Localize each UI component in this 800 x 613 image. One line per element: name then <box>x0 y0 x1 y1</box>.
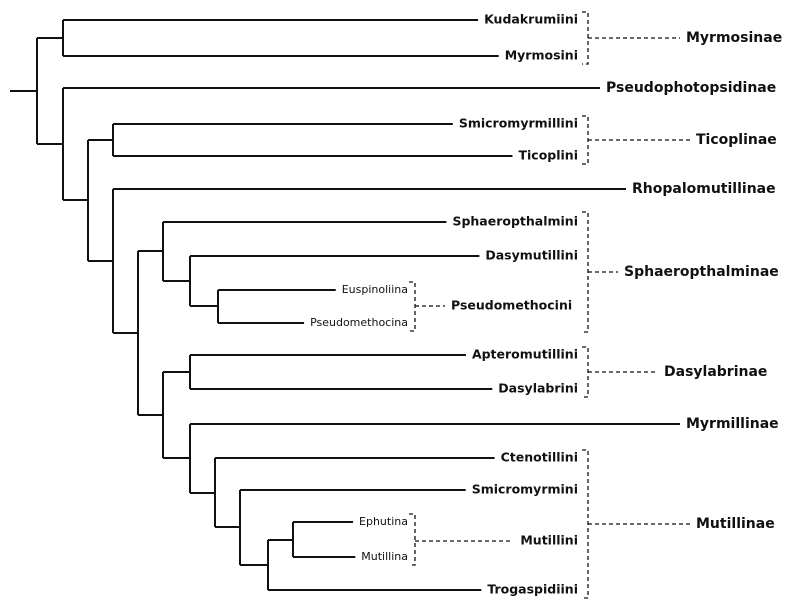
tribe-label: Myrmosini <box>505 48 578 63</box>
tribe-label: Ctenotillini <box>501 450 578 465</box>
sub-label: Pseudophotopsidinae <box>606 80 776 96</box>
tribe-label: Sphaeropthalmini <box>452 214 578 229</box>
tribe-label: Trogaspidiini <box>487 582 578 597</box>
subtribe-label: Pseudomethocina <box>310 316 408 329</box>
sub-label: Myrmillinae <box>686 416 779 432</box>
tribe-label: Dasylabrini <box>498 381 578 396</box>
subfamily-label: Dasylabrinae <box>664 364 767 380</box>
tribe-label: Smicromyrmillini <box>459 116 578 131</box>
tree-branches <box>10 20 294 590</box>
subtribe-label: Mutillina <box>361 550 408 563</box>
subtribe-label: Ephutina <box>359 515 408 528</box>
tribe-label: Pseudomethocini <box>451 298 572 313</box>
subfamily-label: Myrmosinae <box>686 30 782 46</box>
tribe-label: Apteromutillini <box>472 347 578 362</box>
subfamily-label: Sphaeropthalminae <box>624 264 779 280</box>
tribe-label: Ticoplini <box>518 148 578 163</box>
subfamily-label: Ticoplinae <box>696 132 777 148</box>
tribe-label: Smicromyrmini <box>472 482 578 497</box>
tribe-label: Mutillini <box>520 533 578 548</box>
subtribe-label: Euspinoliina <box>342 283 408 296</box>
tribe-label: Kudakrumiini <box>484 12 578 27</box>
sub-label: Rhopalomutillinae <box>632 181 776 197</box>
subfamily-label: Mutillinae <box>696 516 775 532</box>
group-brackets <box>409 11 690 599</box>
tribe-label: Dasymutillini <box>485 248 578 263</box>
